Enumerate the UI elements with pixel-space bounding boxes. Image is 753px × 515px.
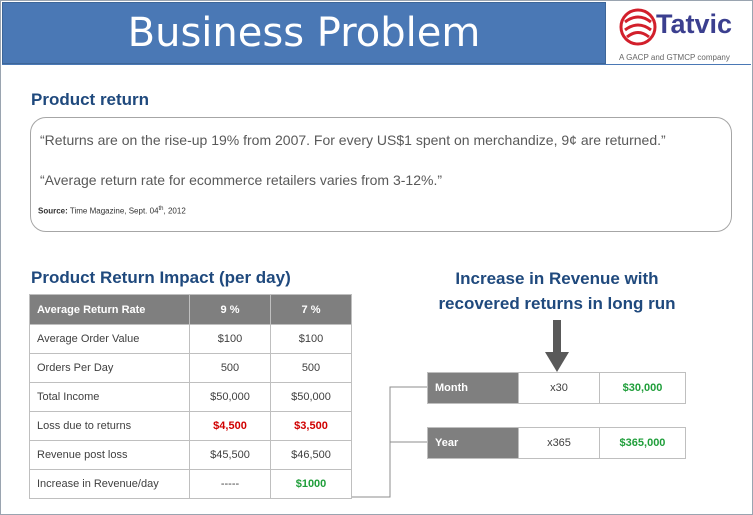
- impact-table: Average Return Rate 9 % 7 % Average Orde…: [29, 294, 352, 499]
- revenue-heading: Increase in Revenue with recovered retur…: [412, 266, 702, 316]
- source-citation: Source: Time Magazine, Sept. 04th, 2012: [38, 206, 186, 216]
- year-amount: $365,000: [599, 428, 685, 458]
- row-label: Average Order Value: [29, 324, 190, 354]
- row-value: $45,500: [189, 440, 271, 470]
- month-revenue-box: Month x30 $30,000: [427, 372, 686, 404]
- table-row: Total Income $50,000 $50,000: [29, 382, 352, 412]
- table-row: Increase in Revenue/day ----- $1000: [29, 469, 352, 499]
- row-value: 500: [189, 353, 271, 383]
- down-arrow-icon: [545, 320, 569, 372]
- quote-box: “Returns are on the rise-up 19% from 200…: [30, 117, 732, 232]
- impact-heading: Product Return Impact (per day): [31, 268, 291, 287]
- logo-tagline: A GACP and GTMCP company: [619, 53, 730, 62]
- table-header-row: Average Return Rate 9 % 7 %: [29, 294, 352, 325]
- table-row: Revenue post loss $45,500 $46,500: [29, 440, 352, 470]
- row-value-gain: $1000: [270, 469, 352, 499]
- logo-wordmark: Tatvic: [656, 9, 733, 39]
- month-multiplier: x30: [518, 373, 599, 403]
- product-return-heading: Product return: [31, 90, 150, 109]
- tatvic-logo: Tatvic A GACP and GTMCP company: [612, 6, 750, 64]
- row-label: Orders Per Day: [29, 353, 190, 383]
- source-label: Source:: [38, 206, 68, 216]
- row-value: $46,500: [270, 440, 352, 470]
- year-revenue-box: Year x365 $365,000: [427, 427, 686, 459]
- row-value: 500: [270, 353, 352, 383]
- quote-average-rate: “Average return rate for ecommerce retai…: [40, 172, 442, 188]
- quote-returns: “Returns are on the rise-up 19% from 200…: [40, 132, 666, 148]
- table-row: Loss due to returns $4,500 $3,500: [29, 411, 352, 441]
- month-label: Month: [428, 373, 518, 403]
- row-value: $50,000: [270, 382, 352, 412]
- source-text: Time Magazine, Sept. 04: [69, 206, 159, 216]
- row-label: Total Income: [29, 382, 190, 412]
- row-value: $100: [270, 324, 352, 354]
- year-multiplier: x365: [518, 428, 599, 458]
- table-header-cell: 7 %: [270, 294, 352, 325]
- title-banner: Business Problem: [2, 2, 606, 64]
- year-label: Year: [428, 428, 518, 458]
- row-label: Increase in Revenue/day: [29, 469, 190, 499]
- revenue-heading-line2: recovered returns in long run: [438, 294, 676, 313]
- row-value: $100: [189, 324, 271, 354]
- row-label: Revenue post loss: [29, 440, 190, 470]
- table-header-cell: 9 %: [189, 294, 271, 325]
- row-value-loss: $3,500: [270, 411, 352, 441]
- logo-swirl-icon: [619, 8, 657, 46]
- table-row: Orders Per Day 500 500: [29, 353, 352, 383]
- table-header-cell: Average Return Rate: [29, 294, 190, 325]
- row-value-loss: $4,500: [189, 411, 271, 441]
- table-row: Average Order Value $100 $100: [29, 324, 352, 354]
- banner-underline: [2, 64, 751, 65]
- page-title: Business Problem: [127, 10, 481, 56]
- row-label: Loss due to returns: [29, 411, 190, 441]
- source-sup: th: [158, 206, 164, 212]
- revenue-heading-line1: Increase in Revenue with: [455, 269, 659, 288]
- month-amount: $30,000: [599, 373, 685, 403]
- row-value: $50,000: [189, 382, 271, 412]
- source-year: , 2012: [163, 206, 186, 216]
- row-value: -----: [189, 469, 271, 499]
